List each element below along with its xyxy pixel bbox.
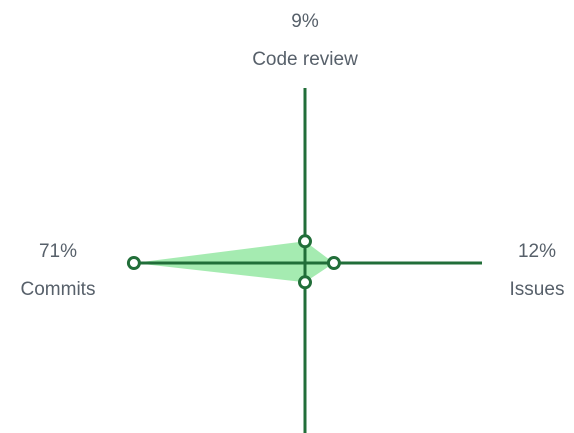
category-label: Issues xyxy=(510,279,565,300)
value-label: 12% xyxy=(518,241,556,262)
category-label: Code review xyxy=(252,49,358,70)
value-label: 9% xyxy=(291,11,319,32)
data-point xyxy=(298,234,312,249)
data-point xyxy=(298,275,312,290)
data-point xyxy=(126,256,141,270)
value-label: 71% xyxy=(39,241,77,262)
category-label: Commits xyxy=(21,279,96,300)
data-point xyxy=(326,256,341,270)
